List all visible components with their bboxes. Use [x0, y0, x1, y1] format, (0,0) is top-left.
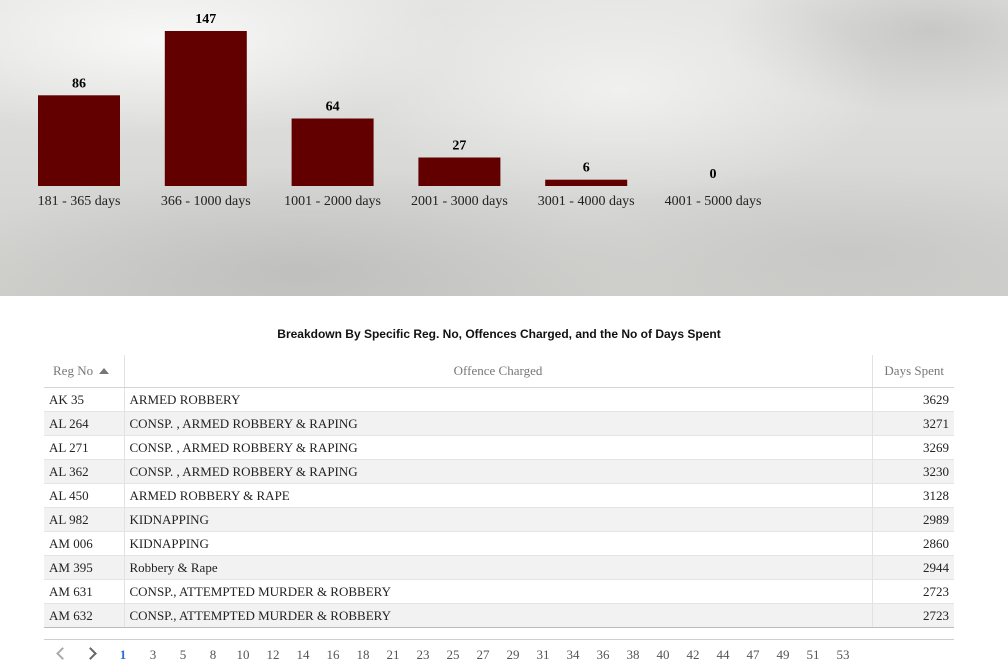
- table-row: AL 362 CONSP. , ARMED ROBBERY & RAPING 323…: [44, 459, 954, 484]
- bar-chart: 86 181 - 365 days 147 366 - 1000 days 64 1001…: [38, 12, 762, 209]
- bar[interactable]: [164, 31, 247, 186]
- table-body: AK 35 ARMED ROBBERY 3629 AL 264 CONSP. , ARM…: [44, 387, 954, 628]
- page-link[interactable]: 8: [209, 647, 217, 662]
- days-spent-cell: 3271: [872, 411, 954, 436]
- page-link[interactable]: 12: [266, 647, 280, 662]
- offence-cell: CONSP. , ARMED ROBBERY & RAPING: [124, 435, 873, 460]
- data-table: Reg No Offence Charged Days Spent AK 35 A…: [44, 355, 954, 628]
- page-link[interactable]: 21: [386, 647, 400, 662]
- table-row: AM 632 CONSP., ATTEMPTED MURDER & ROBBERY…: [44, 603, 954, 628]
- column-header-reg-no[interactable]: Reg No: [44, 355, 125, 388]
- table-row: AL 450 ARMED ROBBERY & RAPE 3128: [44, 483, 954, 508]
- page-link[interactable]: 27: [476, 647, 490, 662]
- page-link[interactable]: 53: [836, 647, 850, 662]
- page-link[interactable]: 3: [149, 647, 157, 662]
- reg-no-cell: AM 006: [44, 531, 125, 556]
- category-label: 366 - 1000 days: [161, 194, 251, 209]
- reg-no-cell: AM 632: [44, 603, 125, 628]
- table-row: AL 264 CONSP. , ARMED ROBBERY & RAPING 327…: [44, 411, 954, 436]
- reg-no-cell: AL 450: [44, 483, 125, 508]
- page-link[interactable]: 23: [416, 647, 430, 662]
- page-link[interactable]: 14: [296, 647, 310, 662]
- offence-cell: Robbery & Rape: [124, 555, 873, 580]
- days-spent-cell: 2723: [872, 579, 954, 604]
- days-spent-cell: 3230: [872, 459, 954, 484]
- category-label: 3001 - 4000 days: [538, 194, 635, 209]
- category-label: 2001 - 3000 days: [411, 194, 508, 209]
- category-label: 181 - 365 days: [38, 194, 121, 209]
- offence-cell: KIDNAPPING: [124, 507, 873, 532]
- page-link[interactable]: 31: [536, 647, 550, 662]
- bar-value-label: 86: [72, 76, 86, 91]
- page-link[interactable]: 44: [716, 647, 730, 662]
- bar-value-label: 27: [452, 139, 466, 154]
- reg-no-cell: AL 362: [44, 459, 125, 484]
- table-row: AL 982 KIDNAPPING 2989: [44, 507, 954, 532]
- column-header-offence[interactable]: Offence Charged: [124, 355, 873, 388]
- days-spent-cell: 2944: [872, 555, 954, 580]
- page-link[interactable]: 51: [806, 647, 820, 662]
- table-row: AM 631 CONSP., ATTEMPTED MURDER & ROBBERY…: [44, 579, 954, 604]
- reg-no-cell: AL 271: [44, 435, 125, 460]
- page-link[interactable]: 1: [119, 647, 127, 662]
- offence-cell: CONSP. , ARMED ROBBERY & RAPING: [124, 459, 873, 484]
- category-label: 4001 - 5000 days: [665, 194, 762, 209]
- column-header-days-spent[interactable]: Days Spent: [872, 355, 954, 388]
- table-row: AM 395 Robbery & Rape 2944: [44, 555, 954, 580]
- chevron-right-icon[interactable]: [84, 647, 97, 660]
- days-spent-cell: 2723: [872, 603, 954, 628]
- page-link[interactable]: 10: [236, 647, 250, 662]
- reg-no-cell: AL 982: [44, 507, 125, 532]
- bar-value-label: 64: [326, 100, 340, 115]
- page-link[interactable]: 25: [446, 647, 460, 662]
- page-link[interactable]: 34: [566, 647, 580, 662]
- bar[interactable]: [38, 95, 120, 186]
- table-row: AM 006 KIDNAPPING 2860: [44, 531, 954, 556]
- page-link[interactable]: 38: [626, 647, 640, 662]
- table-header-row: Reg No Offence Charged Days Spent: [44, 355, 954, 388]
- days-spent-cell: 3629: [872, 387, 954, 412]
- category-label: 1001 - 2000 days: [284, 194, 381, 209]
- page-link[interactable]: 18: [356, 647, 370, 662]
- page-link[interactable]: 16: [326, 647, 340, 662]
- days-spent-cell: 3269: [872, 435, 954, 460]
- pagination: 1 3 5 8 10 12 14 16 18 21 23 25 27 29 31 34 36 38 40 42 44 47…: [44, 639, 954, 668]
- bar-value-label: 147: [195, 12, 216, 27]
- reg-no-cell: AM 395: [44, 555, 125, 580]
- offence-cell: CONSP., ATTEMPTED MURDER & ROBBERY: [124, 579, 873, 604]
- table-row: AL 271 CONSP. , ARMED ROBBERY & RAPING 326…: [44, 435, 954, 460]
- offence-cell: CONSP., ATTEMPTED MURDER & ROBBERY: [124, 603, 873, 628]
- reg-no-cell: AM 631: [44, 579, 125, 604]
- offence-cell: CONSP. , ARMED ROBBERY & RAPING: [124, 411, 873, 436]
- page-link[interactable]: 49: [776, 647, 790, 662]
- days-spent-cell: 3128: [872, 483, 954, 508]
- page-link[interactable]: 47: [746, 647, 760, 662]
- bar-value-label: 6: [583, 161, 590, 176]
- table-title: Breakdown By Specific Reg. No, Offences …: [277, 327, 721, 341]
- column-header-label: Reg No: [53, 363, 94, 378]
- reg-no-cell: AK 35: [44, 387, 125, 412]
- sort-ascending-icon[interactable]: [99, 368, 110, 374]
- page-link[interactable]: 36: [596, 647, 610, 662]
- page-link[interactable]: 5: [179, 647, 187, 662]
- days-spent-cell: 2989: [872, 507, 954, 532]
- bar[interactable]: [291, 118, 374, 187]
- page-link[interactable]: 29: [506, 647, 520, 662]
- bar[interactable]: [418, 157, 501, 187]
- bar-value-label: 0: [710, 167, 717, 182]
- offence-cell: ARMED ROBBERY & RAPE: [124, 483, 873, 508]
- offence-cell: KIDNAPPING: [124, 531, 873, 556]
- days-spent-cell: 2860: [872, 531, 954, 556]
- chart-area: 86 181 - 365 days 147 366 - 1000 days 64 1001…: [0, 0, 1008, 296]
- offence-cell: ARMED ROBBERY: [124, 387, 873, 412]
- reg-no-cell: AL 264: [44, 411, 125, 436]
- page-link[interactable]: 42: [686, 647, 700, 662]
- chevron-left-icon[interactable]: [56, 647, 69, 660]
- bar[interactable]: [545, 179, 628, 186]
- page-link[interactable]: 40: [656, 647, 670, 662]
- table-row: AK 35 ARMED ROBBERY 3629: [44, 387, 954, 412]
